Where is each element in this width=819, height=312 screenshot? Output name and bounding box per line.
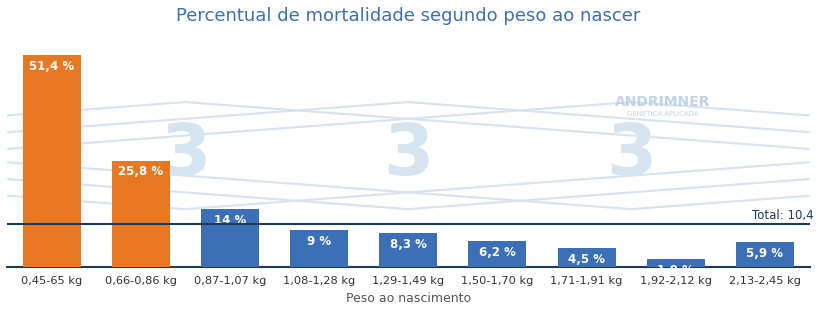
- Text: 1,9 %: 1,9 %: [657, 264, 694, 277]
- Bar: [646, 259, 704, 267]
- Bar: [111, 161, 170, 267]
- Text: Total: 10,4: Total: 10,4: [752, 209, 813, 222]
- Text: 3: 3: [160, 121, 210, 190]
- Bar: [23, 55, 80, 267]
- Text: 51,4 %: 51,4 %: [29, 60, 74, 73]
- Text: 3: 3: [382, 121, 433, 190]
- Text: 4,5 %: 4,5 %: [568, 253, 604, 266]
- Text: 14 %: 14 %: [214, 214, 246, 227]
- Text: 25,8 %: 25,8 %: [118, 165, 163, 178]
- Bar: [290, 230, 347, 267]
- Bar: [468, 241, 526, 267]
- Bar: [735, 242, 793, 267]
- Title: Percentual de mortalidade segundo peso ao nascer: Percentual de mortalidade segundo peso a…: [176, 7, 640, 25]
- Text: 3: 3: [605, 121, 655, 190]
- Text: 6,2 %: 6,2 %: [478, 246, 515, 259]
- Text: GENETICA APLICADA: GENETICA APLICADA: [626, 111, 697, 117]
- Text: 9 %: 9 %: [306, 235, 331, 248]
- Text: 8,3 %: 8,3 %: [389, 237, 426, 251]
- Text: ANDRIMNER: ANDRIMNER: [614, 95, 709, 109]
- Bar: [379, 233, 437, 267]
- Bar: [201, 209, 259, 267]
- Text: 5,9 %: 5,9 %: [745, 247, 782, 261]
- X-axis label: Peso ao nascimento: Peso ao nascimento: [346, 292, 470, 305]
- Bar: [557, 248, 615, 267]
